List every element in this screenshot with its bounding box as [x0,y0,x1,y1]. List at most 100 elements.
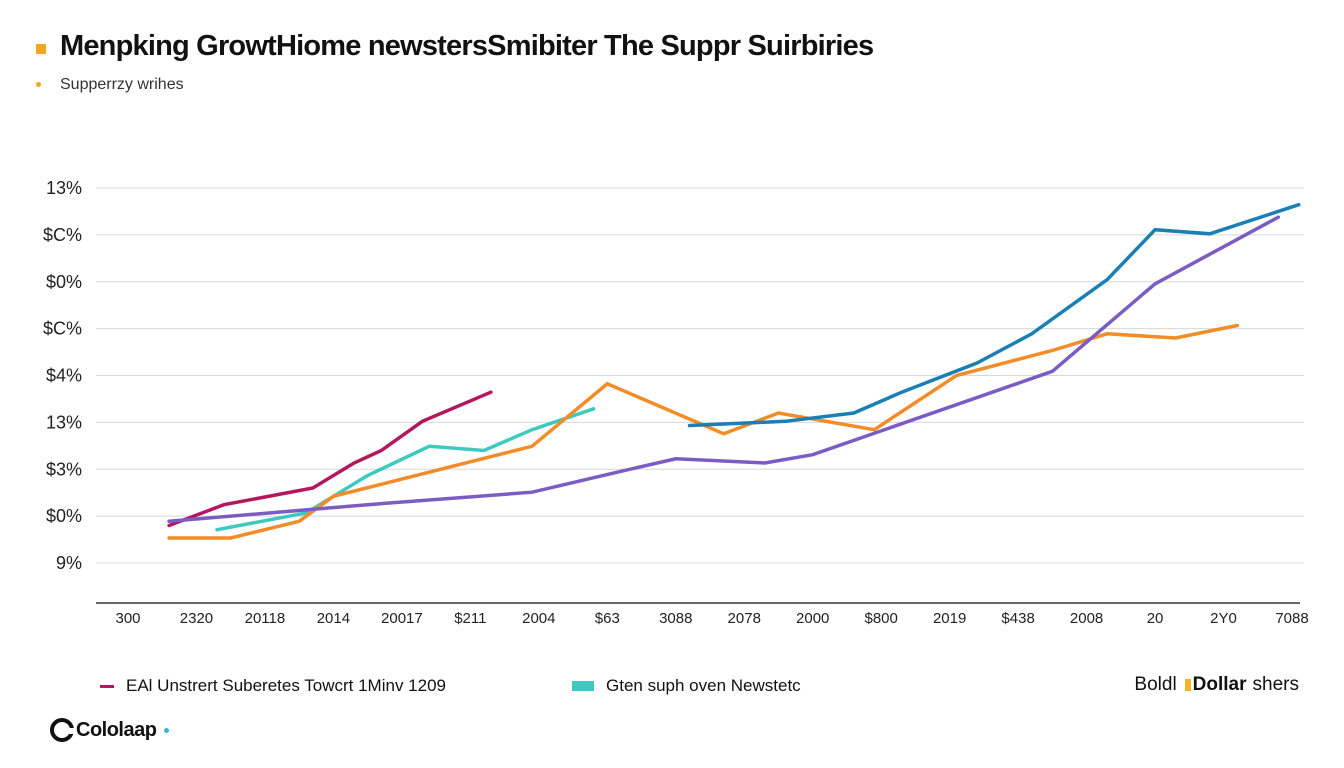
x-tick-label: 2004 [522,610,555,627]
brand-logo: Cololaap [50,718,170,742]
legend-end-bold: Dollar [1192,674,1247,695]
series-4-point [366,503,370,507]
series-1-point [592,407,596,411]
series-0-point [311,486,315,490]
series-3-point [975,361,979,365]
series-0-point [352,461,356,465]
series-0-point [167,524,171,527]
series-3-point [1297,203,1301,207]
series-1-point [482,449,486,452]
series-3-point [1153,228,1157,232]
legend-label-teal: Gten suph oven Newstetc [606,676,801,695]
x-tick-label: 7088 [1275,610,1308,627]
series-3-point [1208,232,1212,236]
series-3-point [1030,332,1034,336]
x-tick-label: $438 [1001,610,1034,627]
x-tick-label: 300 [115,610,140,627]
series-line-3 [687,202,1301,428]
series-2-point [776,411,780,415]
series-4-point [530,490,534,494]
x-tick-label: 2Y0 [1210,610,1237,627]
y-tick-label: $0% [46,272,82,292]
y-tick-label: $C% [43,225,82,245]
x-tick-label: $211 [454,610,486,627]
series-2-point [229,536,233,540]
series-4-point [1276,215,1280,219]
title-marker [36,44,46,54]
series-2-point [1174,336,1178,340]
legend-end-tail: shers [1252,674,1299,695]
x-tick-label: 2008 [1070,610,1103,627]
legend-item-teal: Gten suph oven Newstetc [572,676,801,696]
legend-label-magenta: EAl Unstrert Suberetes Towcrt 1Minv 1209 [126,676,446,695]
series-4-point [167,519,171,523]
y-tick-label: $3% [46,459,82,479]
legend-swatch-yellow [1184,679,1191,691]
legend-item-magenta: EAl Unstrert Suberetes Towcrt 1Minv 1209 [100,676,446,696]
legend-end-plain: Boldl [1134,674,1177,695]
x-axis-ticks: 300 2320 20118 2014 20017 $211 2004 $63 3088 2078… [115,610,1308,627]
y-tick-label: $0% [46,506,82,526]
y-tick-label: 9% [56,553,82,573]
series-line-0 [167,390,493,528]
subtitle-bullet [36,82,41,87]
series-4-point [674,457,678,461]
x-tick-label: 2078 [728,610,761,627]
series-4-point [619,469,623,473]
series-2-point [1105,332,1109,336]
x-tick-label: 2000 [796,610,829,627]
cololaap-logo-icon [50,718,75,742]
series-line-2 [167,323,1239,540]
series-2-point [297,519,301,523]
series-1-point [215,528,219,532]
x-tick-label: $800 [864,610,897,627]
series-2-point [530,444,534,448]
series-3-point [852,411,856,415]
series-2-point [331,494,335,498]
legend-item-dollar: Boldl Dollar shers [1134,674,1299,696]
chart-subtitle: Supperrzy wrihes [60,76,184,93]
series-0-point [489,390,493,394]
series-0-point [222,503,226,507]
y-axis-ticks: 13% $C% $0% $C% $4% 13% $3% $0% 9% [43,178,82,573]
y-tick-label: 13% [46,178,82,198]
series-4-point [811,453,815,457]
x-tick-label: 2019 [933,610,966,627]
series-2-point [605,382,609,386]
x-tick-label: 20118 [245,610,286,627]
grid-lines [96,187,1304,564]
series-lines [167,202,1301,540]
series-3-point [900,390,904,394]
x-tick-label: $63 [595,610,620,627]
series-2-point [1050,349,1054,352]
series-2-point [872,428,876,432]
y-tick-label: 13% [46,412,82,432]
series-line-4 [167,215,1281,524]
series-0-point [420,419,424,423]
series-1-point [427,444,431,448]
series-4-point [1050,369,1054,373]
x-tick-label: 2014 [317,610,350,627]
series-4-point [1153,282,1157,286]
logo-dot [164,727,170,733]
series-1-point [366,474,370,477]
series-2-point [1235,324,1239,327]
y-tick-label: $C% [43,319,82,339]
series-2-point [167,536,171,540]
series-4-point [763,461,767,465]
x-tick-label: 3088 [659,610,692,627]
logo-text: Cololaap [76,718,157,741]
series-2-point [954,374,958,377]
series-3-point [783,419,787,423]
series-1-point [530,428,534,432]
series-3-point [687,424,691,427]
chart-title: Menpking GrowtHiome newstersSmibiter The… [60,30,874,62]
legend-swatch-teal [572,681,594,691]
series-2-point [722,432,726,436]
series-3-point [1105,278,1109,282]
x-tick-label: 2320 [180,610,213,627]
y-tick-label: $4% [46,366,82,386]
legend-swatch-magenta [100,684,114,688]
x-tick-label: 20017 [381,610,423,627]
